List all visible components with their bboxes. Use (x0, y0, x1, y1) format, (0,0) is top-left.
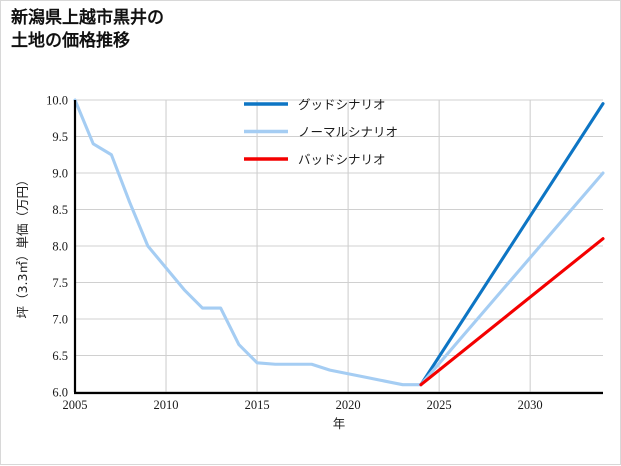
x-tick-label: 2010 (154, 398, 179, 412)
x-tick-label: 2020 (336, 398, 361, 412)
y-tick-label: 6.5 (52, 349, 68, 363)
x-tick-label: 2015 (245, 398, 270, 412)
x-axis-title: 年 (333, 416, 346, 431)
legend-label: ノーマルシナリオ (298, 124, 398, 139)
y-axis-ticks: 6.0 6.5 7.0 7.5 8.0 8.5 9.0 9.5 10.0 (46, 94, 68, 400)
x-axis-ticks: 2005 2010 2015 2020 2025 2030 (63, 398, 543, 412)
y-tick-label: 6.0 (52, 386, 68, 400)
y-tick-label: 9.0 (52, 167, 68, 181)
y-tick-label: 10.0 (46, 94, 68, 108)
series-line (419, 102, 605, 387)
y-tick-label: 8.5 (52, 203, 68, 217)
x-tick-label: 2025 (427, 398, 452, 412)
page-title: 新潟県上越市黒井の 土地の価格推移 (11, 8, 164, 51)
series-line (419, 171, 605, 387)
series-line (419, 237, 605, 387)
legend-label: グッドシナリオ (298, 97, 386, 112)
y-tick-label: 9.5 (52, 130, 68, 144)
legend-label: バッドシナリオ (298, 152, 386, 167)
y-tick-label: 7.5 (52, 276, 68, 290)
y-tick-label: 8.0 (52, 240, 68, 254)
y-tick-label: 7.0 (52, 313, 68, 327)
x-tick-label: 2030 (518, 398, 543, 412)
data-series-group (73, 98, 605, 387)
x-tick-label: 2005 (63, 398, 88, 412)
y-axis-title: 坪（3.3㎡）単価（万円） (15, 174, 30, 319)
axis-lines (73, 100, 603, 395)
series-line (73, 98, 423, 387)
gridlines (74, 99, 603, 393)
